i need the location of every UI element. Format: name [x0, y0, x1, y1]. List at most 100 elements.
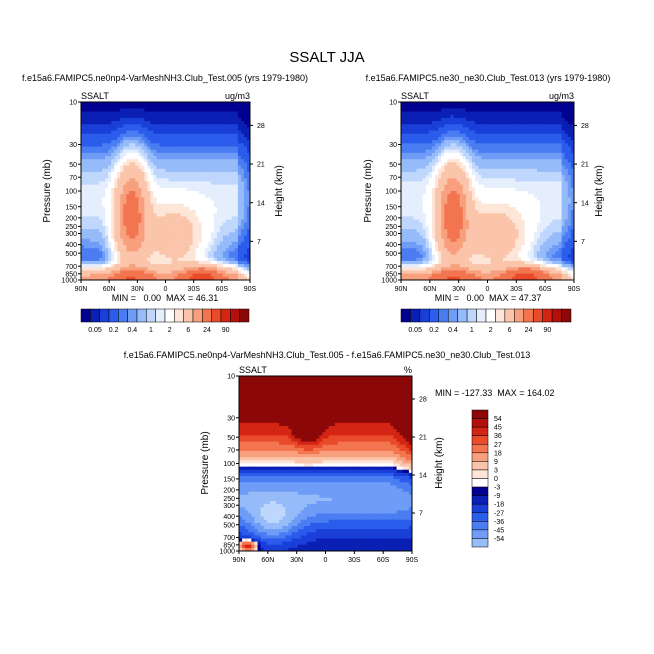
contour-cell [524, 178, 529, 182]
contour-cell [168, 222, 172, 227]
contour-cell [465, 171, 470, 176]
contour-cell [216, 117, 221, 122]
contour-cell [472, 152, 476, 157]
contour-cell [518, 184, 522, 189]
contour-cell [558, 111, 563, 116]
contour-cell [243, 156, 248, 160]
contour-cell [168, 206, 172, 211]
contour-cell [237, 181, 242, 186]
contour-cell [84, 235, 88, 240]
contour-cell [138, 245, 142, 249]
contour-cell [210, 270, 215, 275]
contour-cell [81, 121, 85, 125]
contour-cell [123, 121, 127, 125]
contour-cell [499, 146, 504, 151]
contour-cell [216, 235, 221, 240]
contour-cell [219, 162, 224, 166]
contour-cell [201, 146, 206, 151]
contour-cell [177, 257, 181, 262]
contour-cell [459, 200, 464, 205]
contour-cell [201, 267, 206, 271]
contour-cell [129, 149, 133, 154]
contour-cell [123, 238, 127, 243]
contour-cell [543, 136, 547, 141]
contour-cell [84, 194, 88, 198]
contour-cell [99, 200, 103, 205]
contour-cell [195, 273, 200, 278]
contour-cell [90, 276, 94, 281]
contour-cell [558, 102, 563, 106]
contour-cell [93, 267, 97, 271]
contour-cell [123, 260, 127, 265]
contour-cell [81, 181, 85, 186]
contour-cell [434, 152, 439, 157]
contour-cell [150, 165, 154, 170]
contour-cell [243, 114, 248, 119]
contour-cell [135, 168, 139, 173]
contour-cell [186, 187, 191, 192]
contour-cell [189, 111, 194, 116]
contour-cell [102, 273, 106, 278]
contour-cell [159, 114, 163, 119]
contour-cell [407, 200, 411, 205]
contour-cell [558, 159, 563, 163]
contour-cell [81, 133, 85, 138]
contour-cell [165, 152, 169, 157]
contour-cell [410, 165, 414, 170]
contour-cell [401, 200, 405, 205]
contour-cell [132, 102, 136, 106]
contour-cell [407, 121, 411, 125]
contour-cell [141, 191, 145, 195]
contour-cell [509, 127, 513, 132]
contour-cell [81, 210, 85, 214]
contour-cell [441, 171, 445, 176]
contour-cell [117, 178, 121, 182]
contour-cell [413, 121, 417, 125]
contour-cell [132, 248, 136, 252]
contour-cell [156, 257, 160, 262]
contour-cell [108, 130, 112, 135]
contour-cell [447, 146, 451, 151]
contour-cell [108, 257, 112, 262]
contour-cell [506, 187, 510, 192]
contour-cell [570, 165, 575, 170]
contour-cell [549, 184, 553, 189]
contour-cell [177, 216, 181, 221]
contour-cell [231, 102, 236, 106]
contour-cell [90, 140, 94, 144]
contour-cell [150, 210, 154, 214]
contour-cell [132, 168, 136, 173]
contour-cell [201, 143, 206, 147]
contour-cell [552, 165, 556, 170]
contour-cell [512, 197, 516, 201]
contour-cell [162, 149, 166, 154]
contour-cell [210, 114, 215, 119]
contour-cell [506, 102, 510, 106]
contour-cell [84, 225, 88, 230]
contour-cell [201, 149, 206, 154]
contour-cell [111, 133, 115, 138]
contour-cell [555, 191, 559, 195]
contour-cell [475, 143, 479, 147]
contour-cell [484, 197, 488, 201]
contour-cell [425, 200, 430, 205]
contour-cell [87, 270, 91, 275]
contour-cell [222, 140, 227, 144]
contour-cell [561, 117, 566, 122]
contour-cell [141, 238, 145, 243]
contour-cell [135, 178, 139, 182]
contour-cell [177, 165, 181, 170]
contour-cell [138, 165, 142, 170]
contour-cell [240, 273, 245, 278]
contour-cell [246, 168, 251, 173]
contour-cell [243, 251, 248, 255]
contour-cell [213, 276, 218, 281]
contour-cell [240, 102, 245, 106]
contour-cell [543, 171, 547, 176]
contour-cell [93, 108, 97, 112]
contour-cell [162, 276, 166, 281]
contour-cell [465, 178, 470, 182]
contour-cell [487, 124, 491, 128]
contour-cell [210, 267, 215, 271]
contour-cell [204, 210, 209, 214]
